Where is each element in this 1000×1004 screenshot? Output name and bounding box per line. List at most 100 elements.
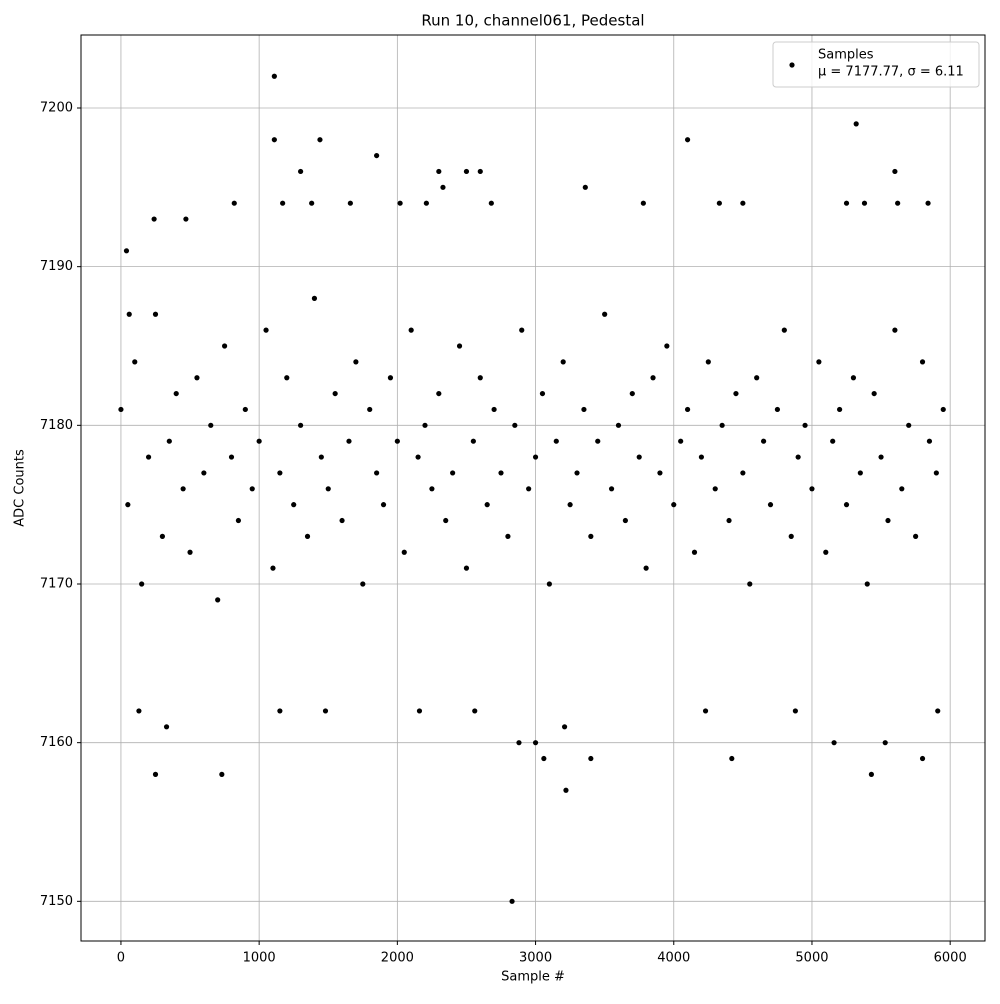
data-point xyxy=(684,137,691,143)
data-point xyxy=(526,486,532,492)
data-point xyxy=(809,486,815,492)
x-tick-label: 4000 xyxy=(657,951,690,966)
data-point xyxy=(380,502,387,508)
chart-title: Run 10, channel061, Pedestal xyxy=(421,12,644,30)
data-point xyxy=(878,454,884,460)
data-point xyxy=(733,390,739,397)
data-point xyxy=(532,740,539,746)
data-point xyxy=(850,375,857,381)
data-point xyxy=(271,73,277,79)
data-point xyxy=(325,486,331,492)
data-point xyxy=(136,708,142,714)
data-point xyxy=(919,359,926,365)
legend: Samples μ = 7177.77, σ = 6.11 xyxy=(772,41,980,88)
data-point xyxy=(194,375,200,381)
data-point xyxy=(830,438,836,444)
data-point xyxy=(754,375,760,381)
data-point xyxy=(173,390,179,397)
data-point xyxy=(816,359,822,365)
data-point xyxy=(719,422,725,428)
data-point xyxy=(235,517,242,524)
data-point xyxy=(561,724,568,730)
data-point xyxy=(532,454,539,460)
data-point xyxy=(126,311,132,317)
data-point xyxy=(401,549,407,555)
data-point xyxy=(657,470,663,476)
data-point xyxy=(509,898,515,904)
data-point xyxy=(843,200,850,206)
data-point xyxy=(716,200,722,206)
data-point xyxy=(291,502,297,508)
data-point xyxy=(231,200,237,206)
plot-frame xyxy=(80,34,986,942)
data-point xyxy=(477,168,483,175)
data-point xyxy=(488,200,494,206)
data-point xyxy=(339,517,345,524)
x-tick-label: 5000 xyxy=(795,951,828,966)
data-point xyxy=(868,771,874,777)
data-point xyxy=(857,470,863,476)
data-point xyxy=(221,343,228,349)
data-point xyxy=(906,422,912,428)
points xyxy=(118,73,946,904)
data-point xyxy=(360,581,366,587)
data-point xyxy=(512,422,518,428)
data-point xyxy=(456,343,463,349)
data-point xyxy=(159,533,166,539)
data-point xyxy=(767,502,774,508)
data-point xyxy=(311,295,318,301)
data-point xyxy=(640,200,646,206)
data-point xyxy=(892,327,898,333)
data-point xyxy=(277,470,283,476)
data-point xyxy=(926,438,933,444)
data-point xyxy=(567,502,573,508)
data-point xyxy=(940,406,946,413)
data-point xyxy=(436,390,442,397)
data-point xyxy=(895,200,901,206)
data-point xyxy=(913,533,919,539)
data-point xyxy=(899,486,905,492)
data-point xyxy=(843,502,850,508)
data-point xyxy=(256,438,262,444)
data-point xyxy=(581,406,587,413)
data-point xyxy=(563,787,569,793)
x-tick-label: 1000 xyxy=(243,951,276,966)
data-point xyxy=(347,200,353,206)
data-point xyxy=(560,359,566,365)
x-tick-label: 3000 xyxy=(519,951,552,966)
y-tick-label: 7200 xyxy=(40,100,73,115)
data-point xyxy=(760,438,767,444)
data-point xyxy=(317,137,323,143)
data-point xyxy=(353,359,359,365)
data-point xyxy=(608,486,615,492)
data-point xyxy=(933,470,939,476)
x-axis-label: Sample # xyxy=(501,970,565,985)
data-point xyxy=(505,533,511,539)
data-point xyxy=(318,454,324,460)
data-point xyxy=(263,327,269,333)
data-point xyxy=(429,486,435,492)
data-point xyxy=(740,200,746,206)
data-point xyxy=(882,740,888,746)
data-point xyxy=(871,390,877,397)
data-point xyxy=(201,470,207,476)
data-point xyxy=(795,454,801,460)
data-point xyxy=(491,406,497,413)
data-point xyxy=(139,581,145,587)
data-point xyxy=(516,740,522,746)
data-point xyxy=(774,406,781,413)
data-point xyxy=(678,438,684,444)
data-point xyxy=(304,533,311,539)
x-tick-label: 0 xyxy=(117,951,125,966)
data-point xyxy=(332,390,338,397)
legend-box xyxy=(772,41,980,88)
data-point xyxy=(463,168,470,175)
data-point xyxy=(861,200,868,206)
data-point xyxy=(498,470,504,476)
data-point xyxy=(925,200,931,206)
data-point xyxy=(346,438,352,444)
data-point xyxy=(443,517,449,524)
data-point xyxy=(423,200,429,206)
